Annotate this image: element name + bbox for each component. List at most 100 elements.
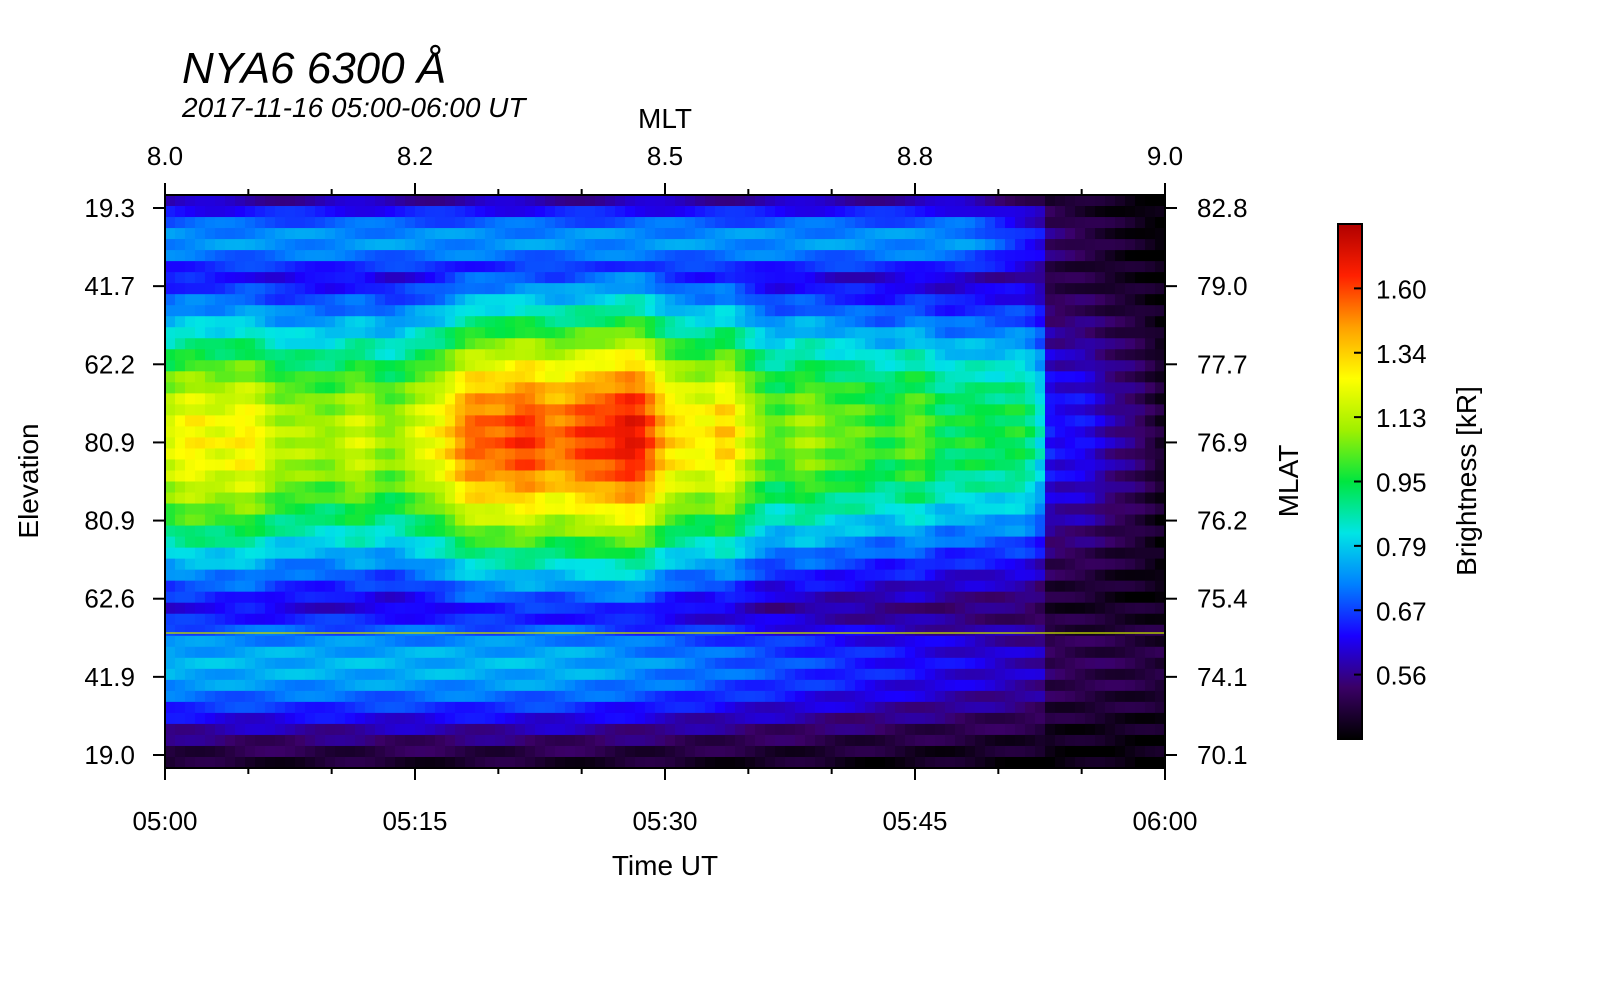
heatmap-cell	[1035, 734, 1046, 747]
heatmap-cell	[615, 371, 626, 383]
heatmap-cell	[605, 305, 616, 317]
heatmap-cell	[315, 745, 326, 758]
heatmap-cell	[505, 360, 516, 372]
heatmap-cell	[825, 602, 836, 615]
heatmap-cell	[775, 470, 786, 483]
heatmap-cell	[305, 426, 316, 439]
heatmap-cell	[1095, 481, 1106, 494]
heatmap-cell	[495, 492, 506, 505]
heatmap-cell	[805, 470, 816, 483]
heatmap-cell	[1015, 239, 1026, 251]
heatmap-cell	[1105, 591, 1116, 604]
heatmap-cell	[195, 393, 206, 405]
heatmap-cell	[1065, 525, 1076, 538]
heatmap-cell	[1005, 371, 1016, 383]
heatmap-cell	[195, 338, 206, 350]
heatmap-cell	[925, 448, 936, 461]
heatmap-cell	[485, 426, 496, 439]
heatmap-cell	[545, 404, 556, 416]
heatmap-cell	[1085, 393, 1096, 405]
heatmap-cell	[415, 723, 426, 736]
heatmap-cell	[845, 701, 856, 714]
heatmap-cell	[685, 195, 696, 207]
heatmap-cell	[385, 228, 396, 240]
heatmap-cell	[565, 217, 576, 229]
heatmap-cell	[205, 547, 216, 560]
heatmap-cell	[435, 580, 446, 593]
heatmap-cell	[855, 371, 866, 383]
heatmap-cell	[515, 657, 526, 670]
heatmap-cell	[235, 580, 246, 593]
heatmap-cell	[655, 602, 666, 615]
heatmap-cell	[1015, 580, 1026, 593]
heatmap-cell	[1115, 393, 1126, 405]
heatmap-cell	[715, 591, 726, 604]
heatmap-cell	[875, 536, 886, 549]
heatmap-cell	[875, 701, 886, 714]
heatmap-cell	[825, 723, 836, 736]
heatmap-cell	[475, 668, 486, 681]
heatmap-cell	[1085, 525, 1096, 538]
heatmap-cell	[435, 668, 446, 681]
heatmap-cell	[185, 316, 196, 328]
heatmap-cell	[1115, 360, 1126, 372]
heatmap-cell	[615, 547, 626, 560]
heatmap-cell	[325, 657, 336, 670]
heatmap-cell	[1055, 404, 1066, 416]
heatmap-cell	[625, 701, 636, 714]
heatmap-cell	[935, 745, 946, 758]
heatmap-cell	[215, 668, 226, 681]
heatmap-cell	[395, 294, 406, 306]
heatmap-cell	[445, 536, 456, 549]
heatmap-cell	[225, 217, 236, 229]
heatmap-cell	[315, 459, 326, 472]
heatmap-cell	[905, 569, 916, 582]
heatmap-cell	[1015, 316, 1026, 328]
heatmap-cell	[1095, 316, 1106, 328]
heatmap-cell	[955, 382, 966, 394]
heatmap-cell	[435, 250, 446, 262]
heatmap-cell	[365, 745, 376, 758]
heatmap-cell	[1075, 602, 1086, 615]
heatmap-cell	[175, 701, 186, 714]
heatmap-cell	[1055, 305, 1066, 317]
heatmap-cell	[785, 338, 796, 350]
heatmap-cell	[515, 525, 526, 538]
heatmap-cell	[815, 558, 826, 571]
heatmap-cell	[655, 250, 666, 262]
heatmap-cell	[525, 206, 536, 218]
heatmap-cell	[1115, 415, 1126, 427]
heatmap-cell	[685, 657, 696, 670]
heatmap-cell	[775, 327, 786, 339]
heatmap-cell	[965, 338, 976, 350]
heatmap-cell	[925, 360, 936, 372]
heatmap-cell	[595, 437, 606, 450]
heatmap-cell	[385, 734, 396, 747]
heatmap-cell	[635, 514, 646, 527]
heatmap-cell	[1105, 569, 1116, 582]
heatmap-cell	[1025, 371, 1036, 383]
heatmap-cell	[875, 250, 886, 262]
heatmap-cell	[215, 459, 226, 472]
heatmap-cell	[1105, 745, 1116, 758]
chart-title: NYA6 6300 Å	[182, 44, 447, 93]
heatmap-cell	[645, 547, 656, 560]
heatmap-cell	[555, 712, 566, 725]
heatmap-cell	[995, 195, 1006, 207]
heatmap-cell	[725, 382, 736, 394]
heatmap-cell	[405, 272, 416, 284]
heatmap-cell	[815, 448, 826, 461]
heatmap-cell	[745, 338, 756, 350]
heatmap-cell	[215, 206, 226, 218]
heatmap-cell	[895, 228, 906, 240]
heatmap-cell	[525, 239, 536, 251]
heatmap-cell	[735, 426, 746, 439]
heatmap-cell	[375, 690, 386, 703]
heatmap-cell	[265, 360, 276, 372]
heatmap-cell	[435, 272, 446, 284]
heatmap-cell	[735, 437, 746, 450]
heatmap-cell	[535, 547, 546, 560]
heatmap-cell	[835, 217, 846, 229]
heatmap-cell	[785, 349, 796, 361]
heatmap-cell	[295, 503, 306, 516]
